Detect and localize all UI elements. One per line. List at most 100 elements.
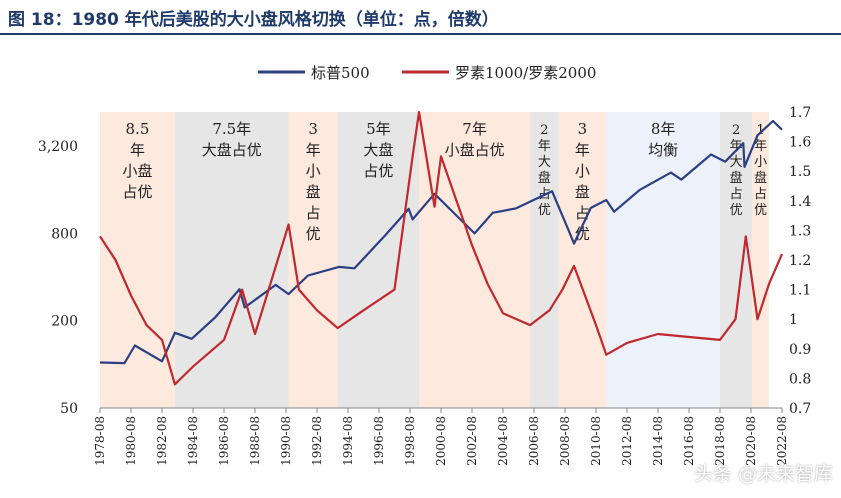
x-tick-label: 1992-08: [310, 416, 324, 466]
x-tick-label: 2004-08: [496, 416, 510, 466]
y-right-tick-label: 1.6: [789, 135, 811, 151]
regime-label: 3: [308, 120, 318, 138]
regime-labels: 8.5年小盘占优7.5年大盘占优3年小盘占优5年大盘占优7年小盘占优2年大盘占优…: [122, 120, 767, 243]
regime-band: [174, 112, 289, 408]
x-tick-label: 2020-08: [744, 416, 758, 466]
regime-label: 大盘占优: [202, 141, 262, 159]
regime-bands: [100, 112, 770, 408]
y-right-tick-label: 0.7: [789, 401, 811, 417]
x-tick-label: 2008-08: [558, 416, 572, 466]
y-left-tick-label: 3,200: [38, 139, 78, 155]
x-tick-label: 2006-08: [527, 416, 541, 466]
regime-label: 优: [730, 203, 743, 218]
regime-label: 8.5: [126, 120, 150, 138]
y-right-tick-label: 1.1: [789, 283, 811, 299]
x-tick-label: 1988-08: [248, 416, 262, 466]
regime-label: 均衡: [648, 141, 678, 159]
x-tick-label: 2018-08: [713, 416, 727, 466]
regime-label: 优: [754, 203, 767, 218]
regime-label: 优: [575, 225, 590, 243]
y-right-tick-label: 1.4: [789, 194, 811, 210]
y-left-tick-label: 200: [51, 314, 78, 330]
regime-band: [530, 112, 559, 408]
regime-band: [288, 112, 338, 408]
regime-label: 年: [575, 141, 590, 159]
regime-label: 占优: [122, 183, 152, 201]
x-tick-label: 1980-08: [124, 416, 138, 466]
x-tick-label: 1996-08: [372, 416, 386, 466]
regime-label: 年: [730, 139, 743, 154]
legend-label-sp500: 标普500: [311, 64, 370, 82]
regime-band: [752, 112, 770, 408]
regime-label: 小盘: [122, 162, 152, 180]
regime-label: 占: [730, 187, 743, 202]
regime-label: 占: [754, 187, 767, 202]
x-tick-label: 1978-08: [93, 416, 107, 466]
x-tick-label: 1998-08: [403, 416, 417, 466]
regime-label: 大盘: [363, 141, 393, 159]
regime-label: 年: [754, 139, 767, 154]
series-lines: [99, 110, 784, 386]
regime-label: 优: [538, 203, 551, 218]
x-tick-label: 2012-08: [620, 416, 634, 466]
x-tick-label: 2022-08: [775, 416, 789, 466]
regime-label: 大: [730, 155, 743, 170]
x-tick-label: 1986-08: [217, 416, 231, 466]
y-right-tick-label: 0.9: [789, 342, 811, 358]
y-right-tick-label: 1.7: [789, 105, 811, 121]
regime-label: 占: [306, 204, 321, 222]
regime-band: [558, 112, 607, 408]
regime-band: [606, 112, 720, 408]
ratio-line: [99, 110, 784, 386]
x-tick-label: 2000-08: [434, 416, 448, 466]
figure-title-bar: 图 18：1980 年代后美股的大小盘风格切换（单位：点，倍数）: [0, 0, 841, 35]
regime-label: 2: [540, 123, 548, 138]
regime-label: 年: [538, 139, 551, 154]
regime-label: 小: [306, 162, 321, 180]
regime-band: [337, 112, 420, 408]
x-tick-label: 2014-08: [651, 416, 665, 466]
regime-band: [419, 112, 531, 408]
regime-label: 8年: [651, 120, 676, 138]
regime-label: 7.5年: [212, 120, 251, 138]
legend: 标普500 罗素1000/罗素2000: [258, 64, 596, 82]
regime-label: 盘: [754, 170, 767, 186]
regime-label: 盘: [538, 170, 551, 186]
regime-label: 大: [538, 155, 551, 170]
regime-label: 盘: [730, 170, 743, 186]
watermark: 头条 @未来智库: [693, 463, 833, 485]
x-tick-label: 1982-08: [155, 416, 169, 466]
x-tick-label: 2002-08: [465, 416, 479, 466]
regime-label: 年: [306, 141, 321, 159]
y-right-tick-label: 0.8: [789, 371, 811, 387]
regime-label: 1: [757, 123, 765, 138]
x-tick-label: 1990-08: [279, 416, 293, 466]
regime-label: 小盘占优: [445, 141, 505, 159]
x-tick-label: 1994-08: [341, 416, 355, 466]
figure-title: 图 18：1980 年代后美股的大小盘风格切换（单位：点，倍数）: [8, 10, 499, 30]
y-left-tick-label: 50: [60, 401, 78, 417]
regime-label: 盘: [575, 183, 590, 201]
regime-label: 3: [578, 120, 588, 138]
x-tick-label: 1984-08: [186, 416, 200, 466]
sp500-line: [99, 119, 783, 365]
x-tick-label: 2016-08: [682, 416, 696, 466]
regime-label: 占优: [363, 162, 393, 180]
regime-label: 2: [732, 123, 740, 138]
regime-label: 盘: [306, 183, 321, 201]
regime-label: 年: [130, 141, 145, 159]
y-right-tick-label: 1.5: [789, 164, 811, 180]
regime-label: 小: [754, 155, 767, 170]
regime-label: 小: [575, 162, 590, 180]
regime-label: 7年: [462, 120, 487, 138]
regime-label: 5年: [366, 120, 391, 138]
legend-label-ratio: 罗素1000/罗素2000: [455, 64, 596, 82]
y-left-tick-label: 800: [51, 226, 78, 242]
y-right-tick-label: 1.2: [789, 253, 811, 269]
x-tick-label: 2010-08: [589, 416, 603, 466]
axes: 1978-08 1980-08 1982-08 1984-08 1986-08 1988-…: [38, 105, 811, 466]
y-right-tick-label: 1: [789, 312, 798, 328]
y-right-tick-label: 1.3: [789, 223, 811, 239]
regime-label: 优: [306, 225, 321, 243]
